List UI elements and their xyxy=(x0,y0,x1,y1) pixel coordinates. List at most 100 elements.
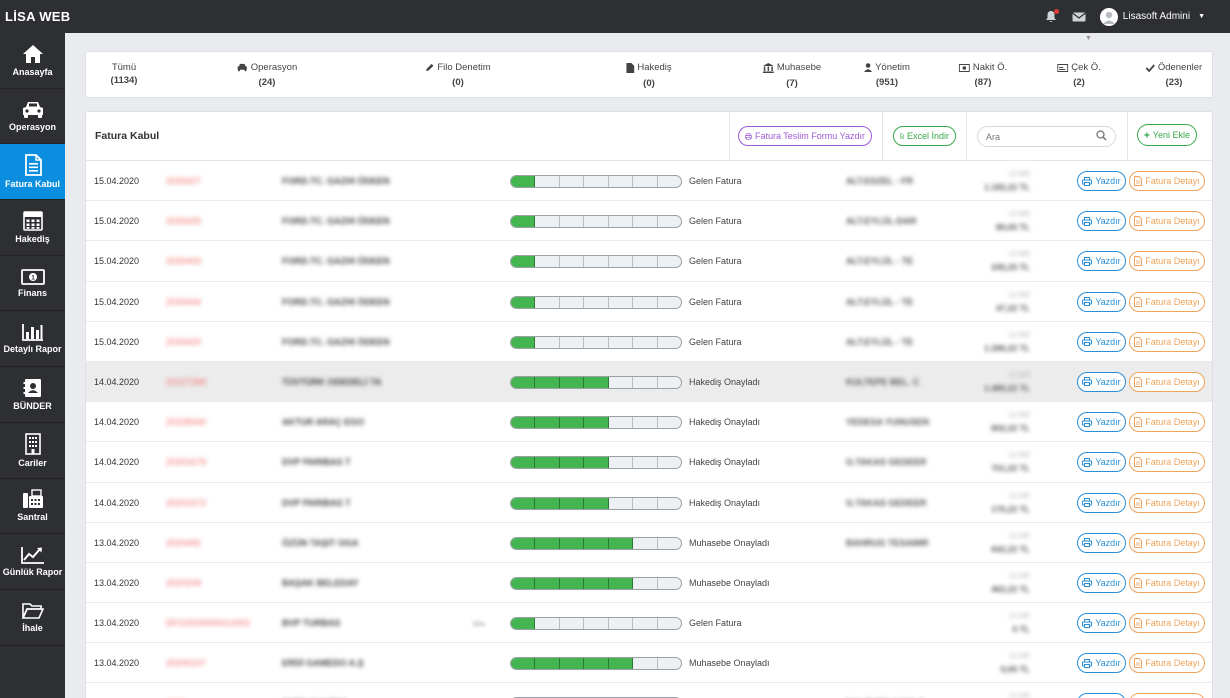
table-row[interactable]: 15.04.2020 2020425 FORD.TC. GAZHI ÖDEEN … xyxy=(86,201,1212,242)
invoice-number[interactable]: 2020443 xyxy=(166,256,202,267)
invoice-detail-button[interactable]: Fatura Detayı xyxy=(1129,613,1205,634)
sidebar-item-finans[interactable]: 1 Finans xyxy=(0,256,65,312)
invoice-detail-button[interactable]: Fatura Detayı xyxy=(1129,532,1205,553)
table-row[interactable]: 14.04.2020 20228340 AKTUR ARAÇ EGO Haked… xyxy=(86,402,1212,443)
sidebar-item-label: Günlük Rapor xyxy=(2,567,63,578)
sidebar-item-gunluk-rapor[interactable]: Günlük Rapor xyxy=(0,534,65,590)
table-row[interactable]: 15.04.2020 2020443 FORD.TC. GAZHI ÖDEEN … xyxy=(86,241,1212,282)
table-row[interactable]: 15.04.2020 2020427 FORD.TC. GAZHI ÖDEEN … xyxy=(86,161,1212,202)
print-button[interactable]: Yazdır xyxy=(1077,532,1126,553)
sidebar-item-cariler[interactable]: Cariler xyxy=(0,423,65,479)
filter-muhasebe[interactable]: Muhasebe (7) xyxy=(762,62,821,89)
progress-segment xyxy=(535,658,560,670)
add-new-button[interactable]: Yeni Ekle xyxy=(1137,124,1197,146)
filter-hakedis[interactable]: Hakediş (0) xyxy=(626,62,672,89)
print-button[interactable]: Yazdır xyxy=(1077,412,1126,433)
print-button[interactable]: Yazdır xyxy=(1077,291,1126,312)
bell-icon[interactable] xyxy=(1044,8,1059,24)
button-label: Yazdır xyxy=(1095,537,1121,548)
document-icon xyxy=(1134,457,1143,468)
sidebar-item-bunder[interactable]: BÜNDER xyxy=(0,367,65,423)
amount-secondary: 12.000 xyxy=(1008,693,1030,698)
invoice-detail-button[interactable]: Fatura Detayı xyxy=(1129,331,1205,352)
table-row[interactable]: 15.04.2020 2020434 FORD.TC. GAZHI ÖDEEN … xyxy=(86,282,1212,322)
invoice-number[interactable]: 2020420 xyxy=(166,336,202,347)
sidebar-item-fatura-kabul[interactable]: Fatura Kabul xyxy=(0,144,65,201)
table-row[interactable]: 14.04.2020 20227284 TÜVTÜRK ODEDELİ TA H… xyxy=(86,361,1212,403)
sidebar-item-detayli-rapor[interactable]: Detaylı Rapor xyxy=(0,311,65,368)
invoice-number[interactable]: 20201672 xyxy=(166,497,207,508)
sidebar-item-hakedis[interactable]: Hakediş xyxy=(0,200,65,256)
invoice-number[interactable]: 2020425 xyxy=(166,216,202,227)
print-button[interactable]: Yazdır xyxy=(1077,492,1126,513)
table-row[interactable]: 13.04.2020 2020492 ÖZÜN TAŞIT OGA Muhase… xyxy=(86,523,1212,563)
sidebar-item-anasayfa[interactable]: Anasayfa xyxy=(0,33,65,89)
progress-segment xyxy=(560,296,585,308)
filter-filo-denetim[interactable]: Filo Denetim (0) xyxy=(425,62,491,88)
status-text: Muhasebe Onayladı xyxy=(689,658,770,669)
table-row[interactable]: 13.04.2020 20200107 ERDİ GAMEDO A.Ş Muha… xyxy=(86,643,1212,684)
sidebar-item-ihale[interactable]: İhale xyxy=(0,590,65,646)
filter-odenenler[interactable]: Ödenenler (23) xyxy=(1145,62,1202,88)
print-button[interactable]: Yazdır xyxy=(1077,331,1126,352)
invoice-number[interactable]: 2020434 xyxy=(166,296,202,307)
invoice-detail-button[interactable]: Fatura Detayı xyxy=(1129,572,1205,593)
invoice-detail-button[interactable]: Fatura Detayı xyxy=(1129,412,1205,433)
print-button[interactable]: Yazdır xyxy=(1077,613,1126,634)
invoice-detail-button[interactable]: Fatura Detayı xyxy=(1129,452,1205,473)
print-button[interactable]: Yazdır xyxy=(1077,371,1126,392)
print-button[interactable]: Yazdır xyxy=(1077,171,1126,191)
table-row[interactable]: 13.04.2020 2020209 BAŞAK BELEDAY Muhaseb… xyxy=(86,563,1212,604)
print-delivery-form-button[interactable]: Fatura Teslim Formu Yazdır xyxy=(738,126,872,146)
print-button[interactable]: Yazdır xyxy=(1077,251,1126,272)
invoice-number[interactable]: 20227284 xyxy=(166,376,207,387)
print-button[interactable]: Yazdır xyxy=(1077,693,1126,698)
approval-progress-bar xyxy=(510,657,682,671)
table-row[interactable]: 14.04.2020 20201679 DVP PARIBAS T Hakedi… xyxy=(86,442,1212,483)
sidebar-item-label: Operasyon xyxy=(8,121,57,132)
table-row[interactable]: 14.04.2020 20201672 DVP PARIBAS T Hakedi… xyxy=(86,483,1212,523)
table-row[interactable]: 13.04.2020 2020 FARS KUAZMA Hakediş Onay… xyxy=(86,683,1212,698)
chevron-down-icon[interactable]: ▼ xyxy=(1085,35,1092,42)
envelope-icon[interactable] xyxy=(1071,10,1086,24)
invoice-detail-button[interactable]: Fatura Detayı xyxy=(1129,291,1205,312)
search-icon[interactable] xyxy=(1096,130,1107,141)
invoice-detail-button[interactable]: Fatura Detayı xyxy=(1129,653,1205,674)
invoice-detail-button[interactable]: Fatura Detayı xyxy=(1129,371,1205,392)
table-row[interactable]: 15.04.2020 2020420 FORD.TC. GAZHI ÖDEEN … xyxy=(86,322,1212,362)
invoice-detail-button[interactable]: Fatura Detayı xyxy=(1129,492,1205,513)
invoice-detail-button[interactable]: Fatura Detayı xyxy=(1129,251,1205,272)
progress-segment xyxy=(658,578,681,589)
print-button[interactable]: Yazdır xyxy=(1077,572,1126,593)
invoice-detail-button[interactable]: Fatura Detayı xyxy=(1129,693,1205,698)
search-input[interactable] xyxy=(977,126,1116,147)
invoice-number[interactable]: 2020427 xyxy=(166,176,202,186)
progress-segment xyxy=(633,457,658,469)
invoice-number[interactable]: 20200107 xyxy=(166,658,207,669)
filter-cek[interactable]: Çek Ö. (2) xyxy=(1057,62,1101,88)
table-row[interactable]: 13.04.2020 DFG2020000012002 BVP TURBAS b… xyxy=(86,603,1212,644)
invoice-number[interactable]: 20201679 xyxy=(166,457,207,468)
brand-logo[interactable]: LİSA WEB xyxy=(5,9,71,24)
invoice-number[interactable]: 20228340 xyxy=(166,417,207,428)
filter-operasyon[interactable]: Operasyon (24) xyxy=(237,62,297,88)
progress-segment xyxy=(511,417,536,429)
progress-segment xyxy=(560,176,585,187)
button-label: Fatura Detayı xyxy=(1145,577,1200,588)
sidebar-item-santral[interactable]: Santral xyxy=(0,479,65,535)
print-button[interactable]: Yazdır xyxy=(1077,653,1126,674)
filter-yonetim[interactable]: Yönetim (951) xyxy=(864,62,910,88)
print-button[interactable]: Yazdır xyxy=(1077,211,1126,232)
filter-tumu[interactable]: Tümü (1134) xyxy=(111,62,138,86)
print-button[interactable]: Yazdır xyxy=(1077,452,1126,473)
invoice-detail-button[interactable]: Fatura Detayı xyxy=(1129,171,1205,191)
excel-download-button[interactable]: Excel İndir xyxy=(893,126,956,146)
sidebar-item-operasyon[interactable]: Operasyon xyxy=(0,89,65,145)
user-menu[interactable]: Lisasoft Admini ▼ xyxy=(1099,7,1205,26)
progress-segment xyxy=(535,417,560,429)
invoice-number[interactable]: DFG2020000012002 xyxy=(166,618,251,629)
invoice-number[interactable]: 2020492 xyxy=(166,537,202,548)
filter-nakit[interactable]: Nakit Ö. (87) xyxy=(958,62,1007,88)
invoice-number[interactable]: 2020209 xyxy=(166,577,202,588)
invoice-detail-button[interactable]: Fatura Detayı xyxy=(1129,211,1205,232)
